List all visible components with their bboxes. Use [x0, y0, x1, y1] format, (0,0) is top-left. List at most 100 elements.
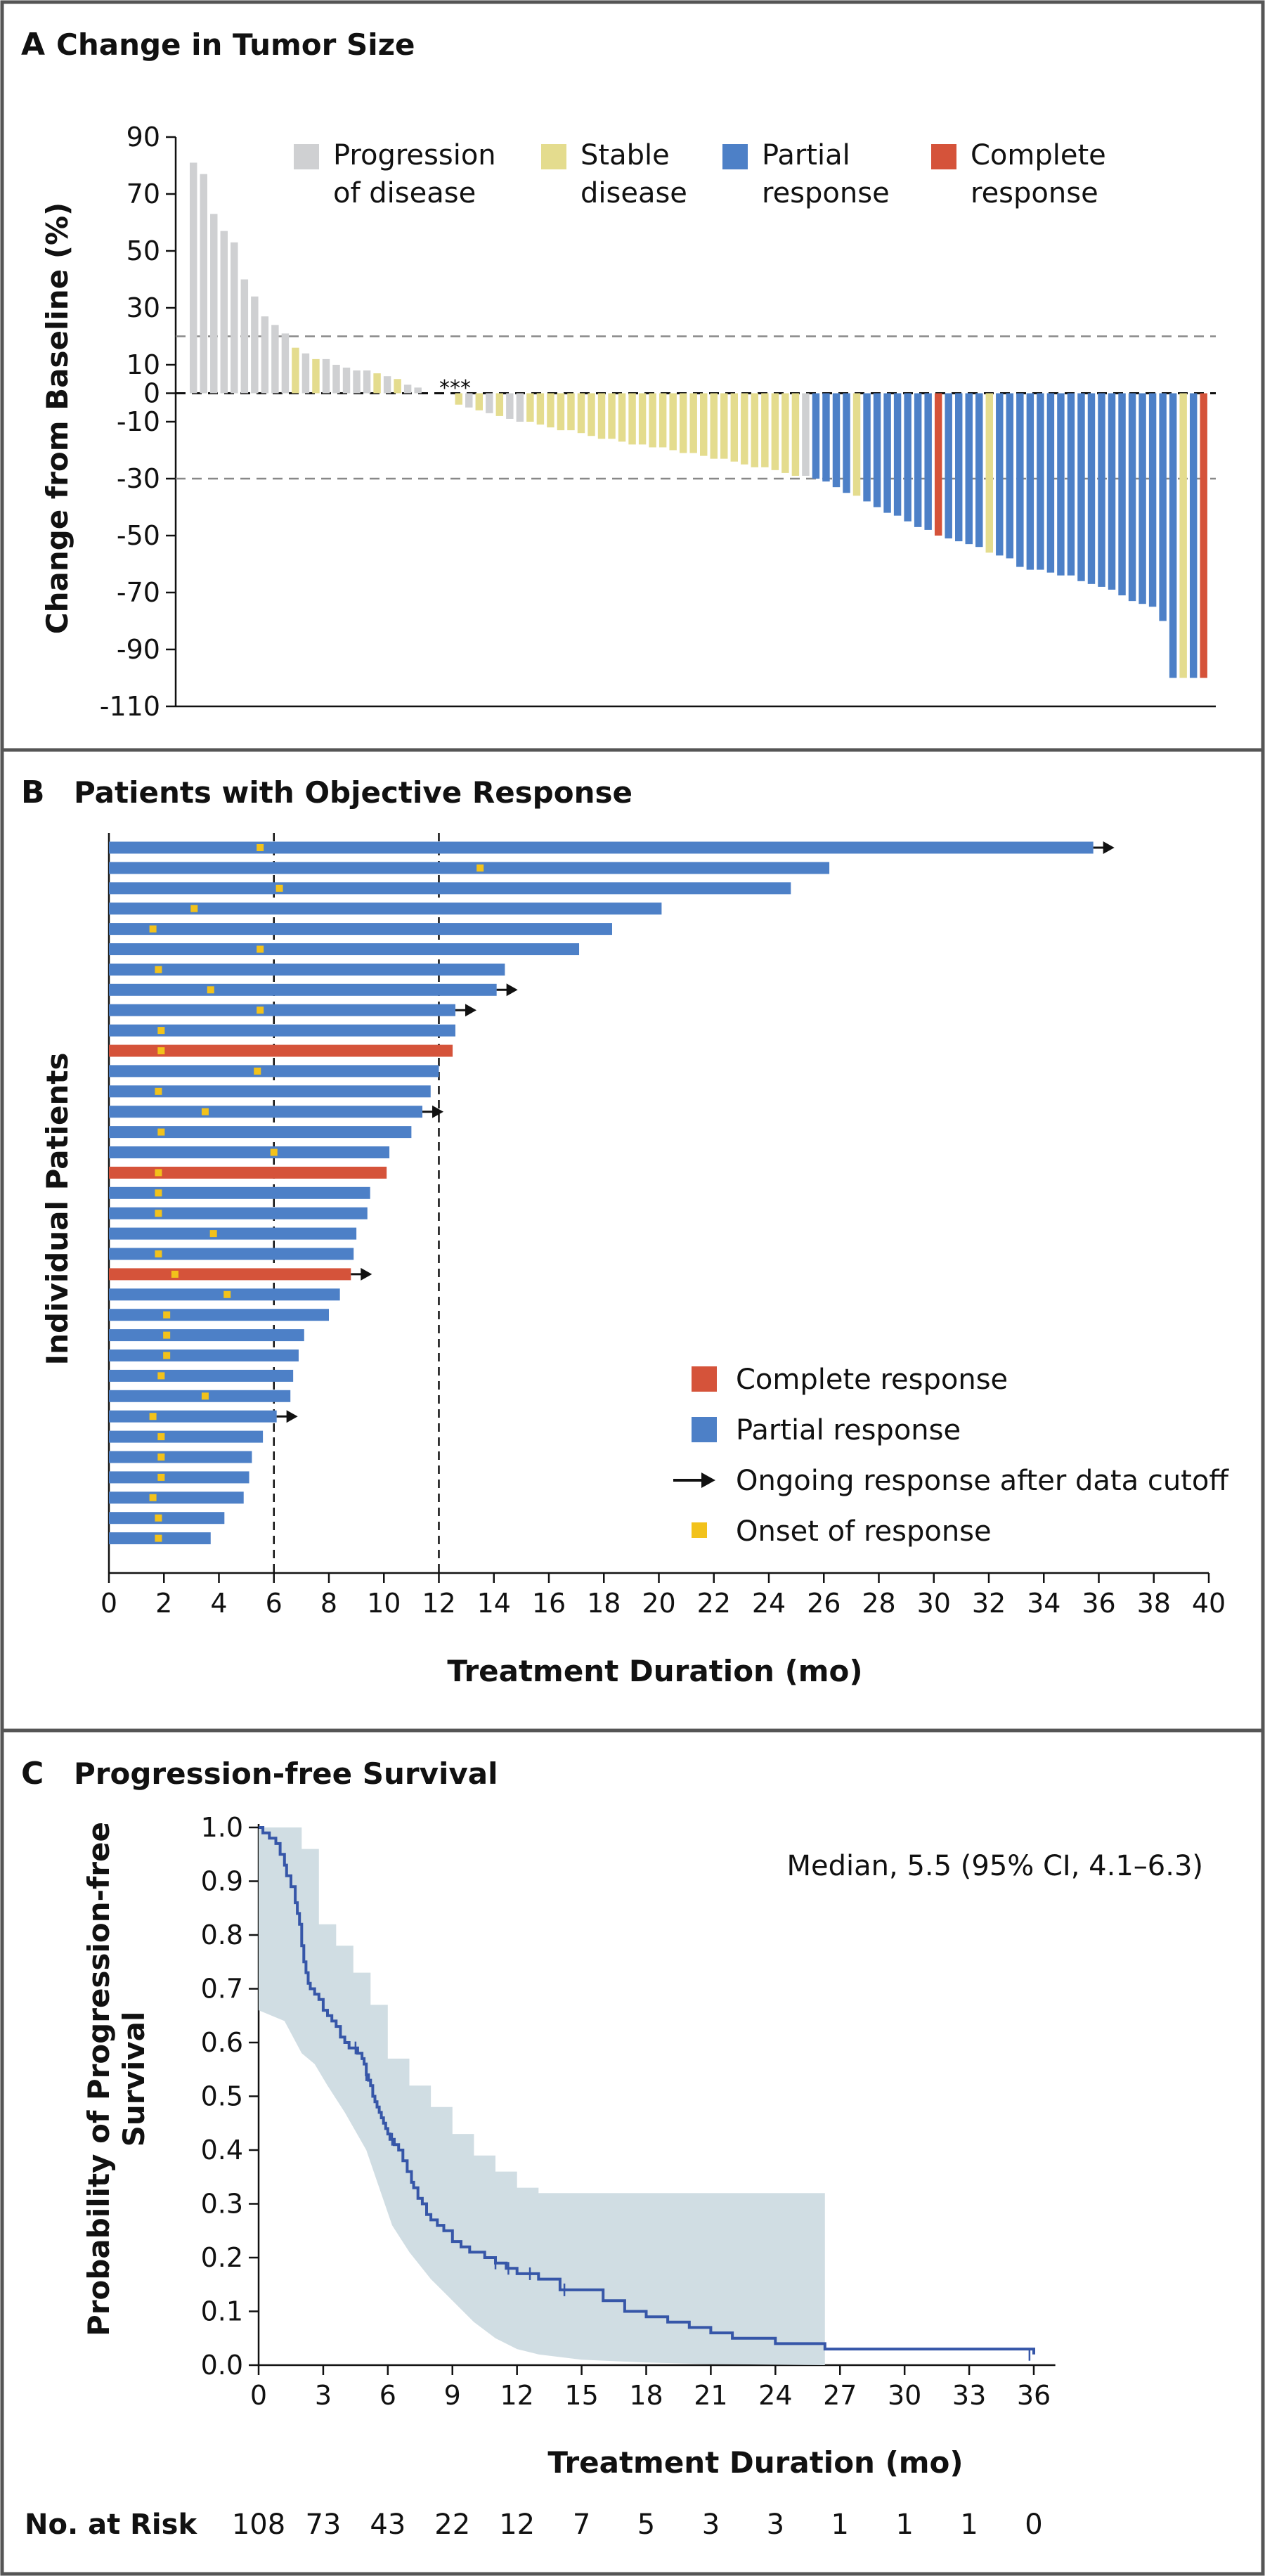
panel-a-y-tick-label: 70: [126, 179, 160, 209]
panel-a-bar: [843, 393, 850, 493]
panel-c-x-tick-label: 0: [250, 2380, 267, 2411]
panel-b-bar: [109, 1227, 357, 1240]
panel-b-bar: [109, 1410, 277, 1423]
panel-c-at-risk-count: 0: [1025, 2509, 1042, 2541]
panel-b-onset-marker: [155, 966, 162, 973]
panel-a-bar: [240, 279, 249, 394]
panel-a-bar: [649, 393, 656, 448]
panel-b-x-tick-label: 32: [972, 1588, 1006, 1619]
panel-b-x-tick-label: 24: [752, 1588, 786, 1619]
panel-b-letter: B: [21, 775, 45, 810]
panel-a-bar: [638, 393, 647, 445]
panel-a-y-tick-label: 10: [126, 349, 160, 380]
panel-a-bar: [588, 393, 595, 436]
panel-a-bar: [934, 393, 942, 536]
panel-b-ongoing-arrow-head: [286, 1410, 298, 1423]
panel-b-x-tick-label: 18: [587, 1588, 621, 1619]
panel-a-bar: [669, 393, 677, 451]
panel-a-y-tick-label: 0: [143, 378, 160, 409]
panel-c-y-tick-label: 0.8: [201, 1920, 243, 1950]
panel-a-ylabel: Change from Baseline (%): [40, 202, 74, 634]
panel-b-x-tick-label: 30: [917, 1588, 951, 1619]
panel-a-bar: [200, 174, 207, 394]
panel-a-y-tick-label: -110: [100, 691, 160, 722]
panel-a-bar: [414, 387, 422, 394]
panel-a-bar: [904, 393, 912, 522]
panel-b-onset-marker: [155, 1169, 162, 1177]
panel-b-onset-marker: [163, 1311, 171, 1319]
panel-a-bar: [985, 393, 994, 553]
panel-a-bar: [363, 370, 371, 394]
panel-c-at-risk-count: 43: [370, 2509, 406, 2541]
panel-b-onset-marker: [163, 1331, 171, 1339]
panel-c-axes: 0.00.10.20.30.40.50.60.70.80.91.00 3 6 9 12 1…: [201, 1812, 1056, 2411]
panel-a-bar: [403, 384, 412, 394]
panel-b-onset-marker: [155, 1534, 162, 1542]
panel-b-onset-marker: [476, 864, 484, 872]
panel-b-bar: [109, 1309, 329, 1321]
panel-a-bar: [292, 347, 299, 394]
panel-c-y-tick-label: 0.1: [201, 2296, 243, 2327]
panel-a-bar: [271, 325, 279, 394]
panel-b-onset-marker: [257, 844, 264, 851]
panel-b-x-tick-label: 28: [862, 1588, 895, 1619]
panel-a-bar: [577, 393, 585, 434]
panel-a-bar: [761, 393, 769, 467]
panel-a-bar: [322, 358, 330, 394]
panel-c-at-risk-count: 22: [434, 2509, 470, 2541]
panel-b-x-tick-label: 26: [807, 1588, 841, 1619]
panel-a-y-tick-label: -50: [117, 520, 160, 551]
panel-b-bar: [109, 1106, 423, 1118]
panel-a-bar: [220, 231, 228, 394]
panel-b-bar: [109, 1430, 264, 1443]
panel-b-bar: [109, 1390, 291, 1402]
panel-a-bar: [475, 393, 484, 410]
panel-a-bar: [312, 358, 320, 394]
panel-c-at-risk-count: 7: [573, 2509, 590, 2541]
panel-a-bar: [1006, 393, 1014, 559]
panel-a-bar: [751, 393, 759, 467]
panel-c-y-tick-label: 0.0: [201, 2350, 243, 2381]
panel-c-at-risk-count: 1: [895, 2509, 913, 2541]
panel-b-axes: 0 2 4 6 8 10 12 14 16 18 20 22 24 26 28 30 32 34 36 38 40: [100, 833, 1226, 1619]
panel-b-onset-marker: [270, 1148, 278, 1156]
panel-a-bar: [975, 393, 983, 548]
panel-a-legend-swatch-pr: [722, 144, 748, 169]
panel-c-at-risk-count: 3: [702, 2509, 720, 2541]
panel-b-x-tick-label: 4: [210, 1588, 227, 1619]
panel-a-bar: [1179, 393, 1187, 678]
panel-a-bar: [1108, 393, 1116, 590]
panel-b-bar: [109, 1350, 299, 1361]
panel-a-bar: [281, 333, 290, 394]
panel-a-bar: [689, 393, 697, 453]
panel-a-y-tick-label: 30: [126, 292, 160, 323]
panel-b-bar: [109, 1207, 368, 1219]
panel-a-bar: [618, 393, 626, 442]
panel-a-bar: [1037, 393, 1044, 570]
panel-b-legend-swatch-cr: [692, 1366, 717, 1392]
panel-c-frame: [0, 1728, 1265, 2576]
panel-a-bar: [301, 353, 310, 394]
panel-b-bar: [109, 1065, 439, 1077]
panel-a-bar: [628, 393, 636, 445]
panel-a-legend-label-pd: of disease: [333, 177, 476, 209]
panel-a-legend-label-pr: response: [762, 177, 890, 209]
panel-a-bar: [516, 393, 524, 422]
panel-a-bar: [210, 214, 218, 394]
panel-b-legend: Complete response Partial response Ongoing…: [673, 1364, 1229, 1548]
panel-c-at-risk-count: 1: [960, 2509, 978, 2541]
panel-b-onset-marker: [155, 1087, 162, 1095]
panel-b-ongoing-arrow-head: [361, 1267, 372, 1281]
panel-a: A Change in Tumor Size Change from Basel…: [21, 27, 1216, 722]
panel-c-title: Progression-free Survival: [74, 1756, 498, 1791]
panel-b-legend-label-arrow: Ongoing response after data cutoff: [736, 1465, 1229, 1497]
panel-a-legend-swatch-sd: [541, 144, 566, 169]
panel-a-legend-label-cr: Complete: [971, 139, 1106, 171]
panel-a-bar: [873, 393, 881, 507]
panel-a-bar: [802, 393, 810, 476]
panel-a-bar: [1057, 393, 1065, 576]
panel-c-at-risk-count: 1: [831, 2509, 849, 2541]
panel-b-legend-label-cr: Complete response: [736, 1364, 1008, 1396]
panel-a-bar: [1026, 393, 1034, 570]
panel-a-bar: [883, 393, 891, 513]
